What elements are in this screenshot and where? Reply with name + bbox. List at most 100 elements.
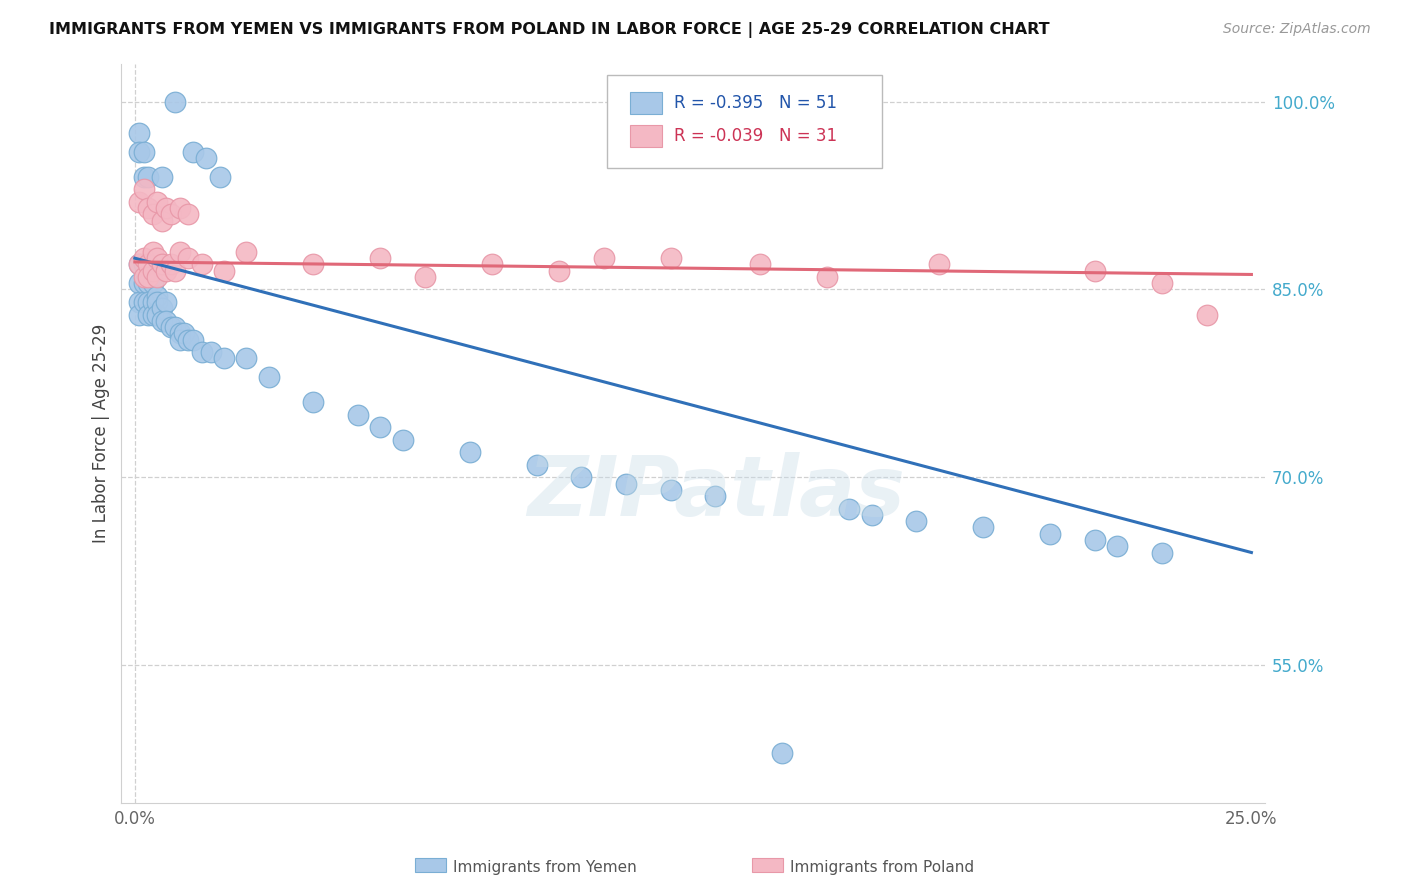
Point <box>163 320 186 334</box>
Point <box>614 476 637 491</box>
Y-axis label: In Labor Force | Age 25-29: In Labor Force | Age 25-29 <box>93 324 110 543</box>
Point <box>155 314 177 328</box>
Point <box>155 201 177 215</box>
Point <box>142 244 165 259</box>
Point <box>177 207 200 221</box>
Point <box>413 270 436 285</box>
Point <box>548 263 571 277</box>
Point <box>257 370 280 384</box>
Point <box>169 333 191 347</box>
Point <box>136 308 159 322</box>
Point <box>1152 277 1174 291</box>
Point <box>150 213 173 227</box>
Point <box>659 251 682 265</box>
Point <box>159 320 181 334</box>
Point <box>142 263 165 277</box>
Point <box>146 251 169 265</box>
Point <box>1084 263 1107 277</box>
Point <box>592 251 614 265</box>
Point <box>146 295 169 310</box>
Point <box>128 126 150 140</box>
Point <box>302 257 325 271</box>
Point <box>370 251 392 265</box>
Point <box>136 201 159 215</box>
Point <box>163 95 186 109</box>
Point <box>928 257 950 271</box>
Point <box>391 433 413 447</box>
Point <box>128 295 150 310</box>
Point <box>749 257 772 271</box>
Point <box>132 182 155 196</box>
Point <box>136 257 159 271</box>
Point <box>347 408 370 422</box>
Point <box>704 489 727 503</box>
Bar <box>630 125 662 147</box>
Point <box>195 151 218 165</box>
Point <box>146 270 169 285</box>
Point <box>132 277 155 291</box>
Point <box>181 333 204 347</box>
Point <box>1084 533 1107 547</box>
Point <box>136 169 159 184</box>
Point <box>142 207 165 221</box>
Point <box>458 445 481 459</box>
Text: R = -0.395   N = 51: R = -0.395 N = 51 <box>673 95 837 112</box>
Point <box>659 483 682 497</box>
Point <box>150 314 173 328</box>
Text: R = -0.039   N = 31: R = -0.039 N = 31 <box>673 127 837 145</box>
Point <box>905 514 928 528</box>
Point <box>132 145 155 159</box>
Point <box>132 169 155 184</box>
Point <box>150 301 173 316</box>
Point <box>1152 545 1174 559</box>
Point <box>173 326 195 341</box>
Point <box>169 201 191 215</box>
Point <box>142 277 165 291</box>
Point <box>146 308 169 322</box>
Point <box>208 169 231 184</box>
Text: ZIPatlas: ZIPatlas <box>527 452 905 533</box>
Point <box>128 277 150 291</box>
Point <box>212 263 235 277</box>
Point <box>150 169 173 184</box>
Text: Source: ZipAtlas.com: Source: ZipAtlas.com <box>1223 22 1371 37</box>
Point <box>212 351 235 366</box>
Point <box>481 257 503 271</box>
Bar <box>630 92 662 114</box>
Point <box>200 345 222 359</box>
Point <box>132 251 155 265</box>
Point <box>1039 526 1062 541</box>
Point <box>169 244 191 259</box>
Point <box>191 257 214 271</box>
Point <box>128 308 150 322</box>
Point <box>302 395 325 409</box>
Point <box>163 263 186 277</box>
Point <box>860 508 883 522</box>
Point <box>191 345 214 359</box>
Point <box>142 295 165 310</box>
Point <box>181 145 204 159</box>
Point <box>972 520 994 534</box>
Point <box>132 270 155 285</box>
Point <box>1195 308 1218 322</box>
Point <box>136 270 159 285</box>
Point <box>159 257 181 271</box>
Point <box>136 277 159 291</box>
Point <box>1107 539 1129 553</box>
Text: Immigrants from Poland: Immigrants from Poland <box>790 860 974 874</box>
Point <box>128 194 150 209</box>
Point <box>772 746 794 760</box>
Point <box>128 257 150 271</box>
Text: IMMIGRANTS FROM YEMEN VS IMMIGRANTS FROM POLAND IN LABOR FORCE | AGE 25-29 CORRE: IMMIGRANTS FROM YEMEN VS IMMIGRANTS FROM… <box>49 22 1050 38</box>
Point <box>128 257 150 271</box>
Point <box>571 470 593 484</box>
Point <box>177 251 200 265</box>
Point <box>132 257 155 271</box>
Point <box>128 145 150 159</box>
Point <box>235 351 257 366</box>
Point <box>838 501 860 516</box>
Point <box>146 289 169 303</box>
Point <box>132 295 155 310</box>
Point <box>159 207 181 221</box>
Point <box>155 295 177 310</box>
